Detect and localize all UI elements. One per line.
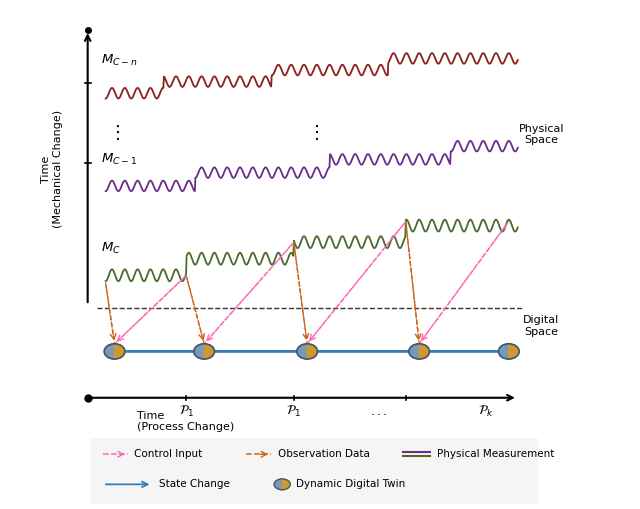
Wedge shape	[409, 344, 419, 359]
Wedge shape	[499, 344, 509, 359]
Wedge shape	[282, 479, 291, 490]
Wedge shape	[115, 344, 125, 359]
Wedge shape	[307, 344, 317, 359]
Wedge shape	[274, 479, 282, 490]
Text: $M_{C-n}$: $M_{C-n}$	[101, 52, 138, 68]
Wedge shape	[509, 344, 519, 359]
Text: $\mathcal{P}_k$: $\mathcal{P}_k$	[479, 404, 494, 418]
Text: Time
(Mechanical Change): Time (Mechanical Change)	[41, 110, 63, 229]
Text: State Change: State Change	[159, 479, 230, 489]
Text: $\vdots$: $\vdots$	[307, 123, 319, 143]
Text: Time
(Process Change): Time (Process Change)	[137, 411, 234, 433]
Wedge shape	[204, 344, 214, 359]
Text: $M_{C-1}$: $M_{C-1}$	[101, 152, 138, 167]
Text: $...$: $...$	[370, 405, 388, 417]
Text: Dynamic Digital Twin: Dynamic Digital Twin	[296, 479, 405, 489]
FancyBboxPatch shape	[85, 435, 542, 507]
Text: Physical
Space: Physical Space	[518, 124, 564, 145]
Text: Observation Data: Observation Data	[278, 449, 370, 459]
Text: Physical Measurement: Physical Measurement	[437, 449, 554, 459]
Text: $M_{C}$: $M_{C}$	[101, 241, 121, 257]
Wedge shape	[297, 344, 307, 359]
Text: $\vdots$: $\vdots$	[108, 123, 120, 143]
Text: $\mathcal{P}_1$: $\mathcal{P}_1$	[179, 404, 194, 418]
Text: $\mathcal{P}_1$: $\mathcal{P}_1$	[286, 404, 301, 418]
Wedge shape	[194, 344, 204, 359]
Wedge shape	[104, 344, 115, 359]
Wedge shape	[419, 344, 429, 359]
Text: Control Input: Control Input	[134, 449, 203, 459]
Text: Digital
Space: Digital Space	[524, 315, 559, 336]
